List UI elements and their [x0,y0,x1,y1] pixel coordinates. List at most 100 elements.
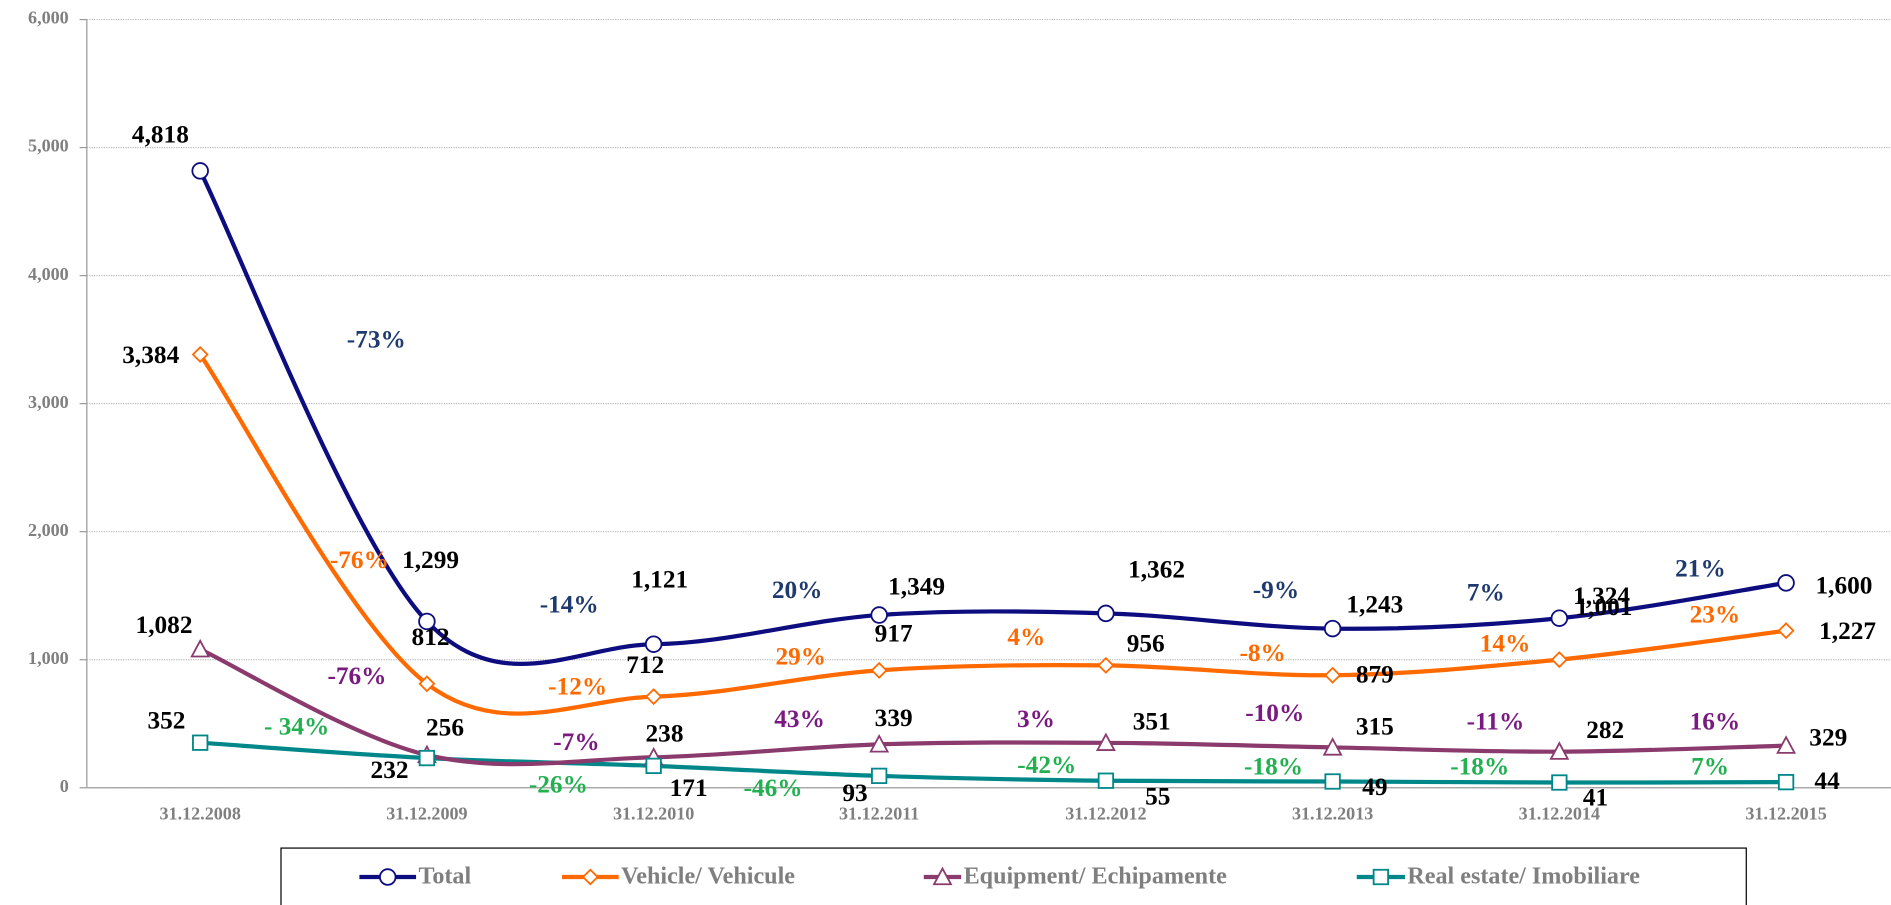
point [1777,773,1795,791]
series-line [198,169,1787,667]
legend-marker [378,868,397,886]
change-label: 29% [775,643,826,671]
change-label: 3% [1017,705,1055,733]
x-tick-label: 31.12.2008 [160,804,241,824]
point [1549,741,1570,760]
value-label: 256 [426,714,464,742]
value-label: 93 [842,779,867,807]
change-label: -11% [1467,708,1525,736]
value-label: 41 [1583,784,1608,812]
change-label: 4% [1007,623,1045,651]
value-label: 232 [371,756,409,784]
change-label: -18% [1450,752,1509,780]
legend-marker [1372,868,1390,886]
point [1097,604,1115,623]
value-label: 315 [1356,712,1394,740]
value-label: 238 [646,720,684,748]
legend-label: Real estate/ Imobiliare [1407,864,1640,890]
series-line [200,740,1787,785]
x-tick-label: 31.12.2009 [386,804,467,824]
legend-label: Vehicle/ Vehicule [621,864,795,890]
change-label: 43% [774,705,825,733]
change-label: 20% [772,576,823,604]
point [871,767,888,784]
point [1776,735,1797,754]
value-label: 3,384 [122,341,179,369]
change-label: -7% [553,728,599,756]
value-label: 1,299 [402,546,459,574]
change-label: -26% [529,770,588,798]
change-label: -12% [548,673,607,701]
point [645,688,663,706]
y-tick-label: 3,000 [28,392,69,412]
legend-label: Total [418,864,471,890]
value-label: 1,324 [1573,582,1630,610]
legend-marker [581,868,599,886]
point [1550,609,1569,627]
y-tick-label: 5,000 [28,136,69,156]
change-label: -73% [347,325,406,353]
point [191,162,209,180]
point [1097,656,1115,674]
point [1324,666,1342,684]
change-label: -46% [744,774,803,802]
point [418,675,436,693]
legend-box [280,847,1747,905]
point [644,635,663,653]
value-label: 329 [1809,723,1847,751]
value-label: 956 [1127,629,1165,657]
y-tick-label: 1,000 [28,648,69,668]
value-label: 879 [1356,661,1394,689]
value-label: 1,349 [888,573,945,601]
point [1777,574,1795,592]
change-label: 14% [1480,629,1531,657]
change-label: -42% [1017,751,1076,779]
point [870,661,888,679]
change-label: -18% [1244,752,1303,780]
series-line [198,353,1787,716]
value-label: 44 [1814,767,1840,795]
x-tick-label: 31.12.2012 [1065,804,1146,824]
change-label: -8% [1239,639,1285,667]
value-label: 1,082 [136,611,193,639]
legend-label: Equipment/ Echipamente [964,864,1228,890]
change-label: 7% [1691,752,1729,780]
point [1097,772,1115,789]
x-tick-label: 31.12.2010 [613,804,694,824]
value-label: 812 [412,623,450,651]
legend-marker [932,866,953,886]
change-label: -9% [1253,576,1299,604]
x-tick-label: 31.12.2015 [1745,804,1826,824]
series-line [199,647,1787,767]
value-label: 712 [626,651,664,679]
point [1551,774,1568,791]
value-label: 49 [1362,773,1387,801]
value-label: 4,818 [132,120,189,148]
y-tick-label: 2,000 [28,520,69,540]
x-tick-label: 31.12.2014 [1519,804,1600,824]
change-label: 23% [1690,600,1741,628]
point [418,749,436,767]
change-label: - 34% [264,712,329,740]
change-label: -76% [327,662,386,690]
y-tick-label: 6,000 [28,8,69,28]
value-label: 351 [1133,708,1171,736]
y-tick-label: 0 [60,776,69,796]
value-label: 917 [875,620,913,648]
x-tick-label: 31.12.2011 [839,804,919,824]
point [870,606,888,624]
point [869,734,890,753]
change-label: -10% [1245,699,1304,727]
value-label: 1,227 [1819,617,1876,645]
value-label: 339 [875,704,913,732]
point [645,757,662,775]
y-tick-label: 4,000 [28,264,69,284]
point [191,345,209,364]
value-label: 55 [1145,782,1170,810]
change-label: 7% [1467,579,1505,607]
point [1777,622,1795,640]
value-label: 1,243 [1346,591,1403,619]
value-label: 1,600 [1815,571,1872,599]
change-label: -76% [330,546,389,574]
